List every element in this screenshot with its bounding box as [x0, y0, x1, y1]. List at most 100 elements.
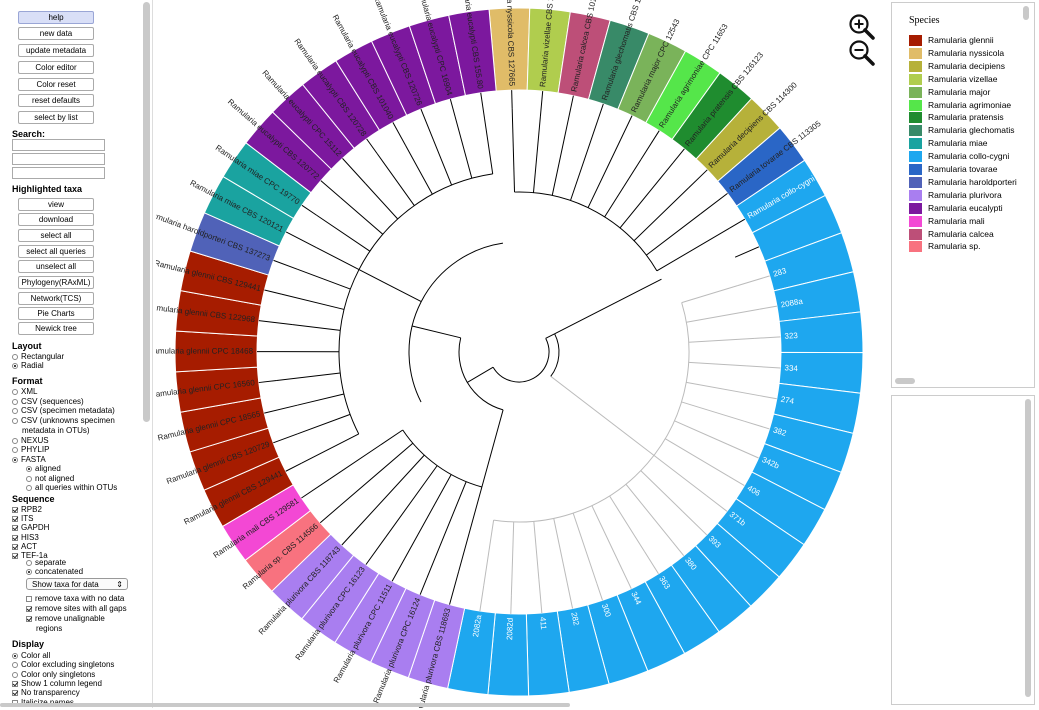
legend-item[interactable]: Ramularia haroldporteri — [909, 177, 1017, 188]
radio-button[interactable] — [12, 662, 18, 668]
option-csv-specimen-metadata[interactable]: CSV (specimen metadata) — [12, 406, 115, 415]
radio-button[interactable] — [26, 569, 32, 575]
legend-item[interactable]: Ramularia agrimoniae — [909, 100, 1011, 111]
zoom-in-icon[interactable] — [848, 13, 876, 41]
option-no-transparency[interactable]: No transparency — [12, 688, 80, 697]
show-taxa-select[interactable]: Show taxa for data⇕ — [26, 578, 128, 590]
network-tcs-button[interactable]: Network(TCS) — [18, 292, 94, 305]
checkbox[interactable] — [12, 516, 18, 522]
color-editor-button[interactable]: Color editor — [18, 61, 94, 74]
option-show-1-column-legend[interactable]: Show 1 column legend — [12, 679, 102, 688]
legend-item[interactable]: Ramularia tovarae — [909, 164, 997, 175]
option-metadata-in-otus[interactable]: metadata in OTUs) — [22, 426, 90, 435]
legend-item[interactable]: Ramularia eucalypti — [909, 203, 1003, 214]
option-color-all[interactable]: Color all — [12, 651, 50, 660]
page-horizontal-scrollbar[interactable] — [0, 703, 570, 707]
radio-button[interactable] — [12, 447, 18, 453]
phylogeny-raxml-button[interactable]: Phylogeny(RAxML) — [18, 276, 94, 289]
legend-item[interactable]: Ramularia mali — [909, 216, 985, 227]
option-csv-unknowns-specimen[interactable]: CSV (unknowns specimen — [12, 416, 115, 425]
left-panel-scrollbar[interactable] — [143, 2, 150, 422]
zoom-out-icon[interactable] — [848, 39, 876, 67]
legend-item[interactable]: Ramularia major — [909, 87, 990, 98]
option-fasta[interactable]: FASTA — [12, 455, 46, 464]
legend-item[interactable]: Ramularia decipiens — [909, 61, 1005, 72]
radio-button[interactable] — [12, 363, 18, 369]
radio-button[interactable] — [26, 560, 32, 566]
radio-button[interactable] — [12, 399, 18, 405]
radio-button[interactable] — [12, 418, 18, 424]
search-input-2[interactable] — [12, 153, 105, 165]
legend-item[interactable]: Ramularia pratensis — [909, 112, 1004, 123]
legend-item[interactable]: Ramularia sp. — [909, 241, 980, 252]
color-reset-button[interactable]: Color reset — [18, 78, 94, 91]
radio-button[interactable] — [12, 389, 18, 395]
select-all-button[interactable]: select all — [18, 229, 94, 242]
newick-tree-button[interactable]: Newick tree — [18, 322, 94, 335]
option-regions[interactable]: regions — [36, 624, 62, 633]
search-input-1[interactable] — [12, 139, 105, 151]
legend-vertical-scrollbar[interactable] — [1023, 6, 1029, 20]
radio-button[interactable] — [12, 354, 18, 360]
option-rpb2[interactable]: RPB2 — [12, 505, 42, 514]
legend-item[interactable]: Ramularia vizellae — [909, 74, 997, 85]
legend-item[interactable]: Ramularia plurivora — [909, 190, 1002, 201]
unselect-all-button[interactable]: unselect all — [18, 260, 94, 273]
option-its[interactable]: ITS — [12, 514, 33, 523]
option-not-aligned[interactable]: not aligned — [26, 474, 74, 483]
legend-horizontal-scrollbar[interactable] — [895, 378, 915, 384]
legend-item[interactable]: Ramularia collo-cygni — [909, 151, 1009, 162]
search-input-3[interactable] — [12, 167, 105, 179]
legend-item[interactable]: Ramularia glechomatis — [909, 125, 1014, 136]
option-color-only-singletons[interactable]: Color only singletons — [12, 670, 95, 679]
checkbox[interactable] — [26, 616, 32, 622]
checkbox[interactable] — [12, 525, 18, 531]
option-all-queries-within-otus[interactable]: all queries within OTUs — [26, 483, 117, 492]
pie-charts-button[interactable]: Pie Charts — [18, 307, 94, 320]
legend-item[interactable]: Ramularia miae — [909, 138, 988, 149]
checkbox[interactable] — [12, 535, 18, 541]
option-remove-sites-with-all-gaps[interactable]: remove sites with all gaps — [26, 604, 127, 613]
download-button[interactable]: download — [18, 213, 94, 226]
radio-button[interactable] — [26, 476, 32, 482]
option-remove-taxa-with-no-data[interactable]: remove taxa with no data — [26, 594, 124, 603]
option-act[interactable]: ACT — [12, 542, 37, 551]
option-separate[interactable]: separate — [26, 558, 66, 567]
option-his3[interactable]: HIS3 — [12, 533, 39, 542]
option-aligned[interactable]: aligned — [26, 464, 61, 473]
radio-button[interactable] — [12, 653, 18, 659]
select-all-queries-button[interactable]: select all queries — [18, 245, 94, 258]
option-csv-sequences[interactable]: CSV (sequences) — [12, 397, 84, 406]
new-data-button[interactable]: new data — [18, 27, 94, 40]
option-color-excluding-singletons[interactable]: Color excluding singletons — [12, 660, 114, 669]
checkbox[interactable] — [12, 681, 18, 687]
legend-item[interactable]: Ramularia nyssicola — [909, 48, 1004, 59]
checkbox[interactable] — [26, 606, 32, 612]
radio-button[interactable] — [12, 457, 18, 463]
radio-button[interactable] — [26, 485, 32, 491]
checkbox[interactable] — [12, 690, 18, 696]
view-button[interactable]: view — [18, 198, 94, 211]
radio-button[interactable] — [12, 438, 18, 444]
option-radial[interactable]: Radial — [12, 361, 44, 370]
update-metadata-button[interactable]: update metadata — [18, 44, 94, 57]
help-button[interactable]: help — [18, 11, 94, 24]
option-phylip[interactable]: PHYLIP — [12, 445, 49, 454]
details-panel-scrollbar[interactable] — [1025, 399, 1031, 697]
legend-item[interactable]: Ramularia glennii — [909, 35, 994, 46]
checkbox[interactable] — [12, 553, 18, 559]
radio-button[interactable] — [12, 408, 18, 414]
option-xml[interactable]: XML — [12, 387, 37, 396]
option-gapdh[interactable]: GAPDH — [12, 523, 49, 532]
option-remove-unalignable[interactable]: remove unalignable — [26, 614, 105, 623]
checkbox[interactable] — [26, 596, 32, 602]
option-rectangular[interactable]: Rectangular — [12, 352, 64, 361]
radio-button[interactable] — [12, 672, 18, 678]
checkbox[interactable] — [12, 544, 18, 550]
radio-button[interactable] — [26, 466, 32, 472]
option-concatenated[interactable]: concatenated — [26, 567, 83, 576]
option-nexus[interactable]: NEXUS — [12, 436, 49, 445]
legend-item[interactable]: Ramularia calcea — [909, 229, 994, 240]
select-by-list-button[interactable]: select by list — [18, 111, 94, 124]
checkbox[interactable] — [12, 507, 18, 513]
